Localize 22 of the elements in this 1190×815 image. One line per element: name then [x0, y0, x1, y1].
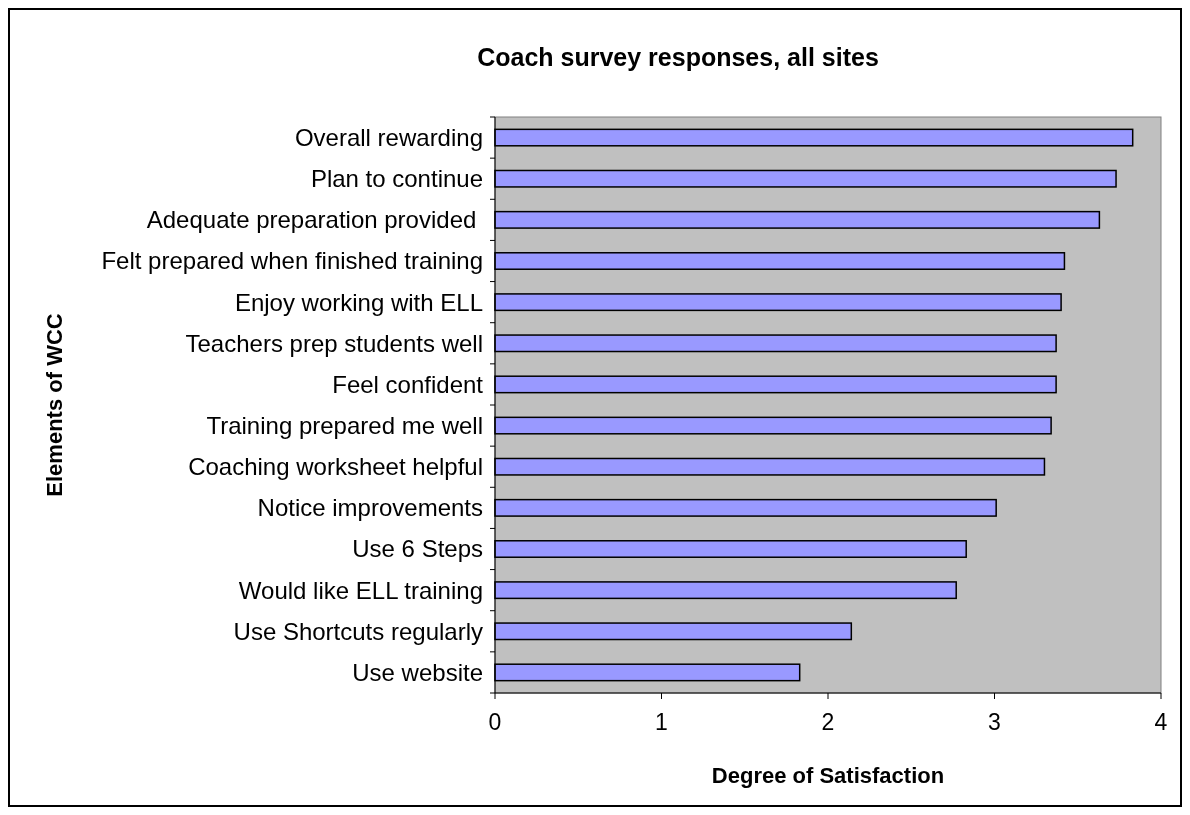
y-tick-label: Training prepared me well: [206, 411, 483, 439]
x-tick-label: 2: [821, 709, 835, 735]
y-tick-label: Teachers prep students well: [185, 329, 483, 357]
y-tick-label: Would like ELL training: [238, 576, 483, 604]
y-tick-label: Use Shortcuts regularly: [233, 617, 483, 645]
x-axis-title: Degree of Satisfaction: [711, 763, 945, 788]
y-tick-label: Overall rewarding: [294, 123, 483, 151]
y-tick-label: Use 6 Steps: [352, 535, 483, 563]
y-tick-label: Use website: [352, 658, 483, 686]
x-tick-label: 1: [655, 709, 668, 735]
x-tick-label: 4: [1154, 709, 1168, 735]
x-tick-label: 3: [988, 709, 1001, 735]
y-tick-label: Enjoy working with ELL: [234, 288, 483, 316]
y-tick-label: Feel confident: [332, 370, 484, 398]
y-axis-title: Elements of WCC: [42, 313, 67, 497]
x-tick-label: 0: [488, 709, 502, 735]
y-tick-label: Notice improvements: [257, 494, 483, 522]
y-tick-label: Coaching worksheet helpful: [188, 453, 483, 481]
y-tick-label: Adequate preparation provided: [146, 206, 483, 234]
y-tick-label: Felt prepared when finished training: [101, 247, 483, 275]
chart-title: Coach survey responses, all sites: [477, 43, 879, 71]
y-tick-label: Plan to continue: [310, 165, 483, 193]
